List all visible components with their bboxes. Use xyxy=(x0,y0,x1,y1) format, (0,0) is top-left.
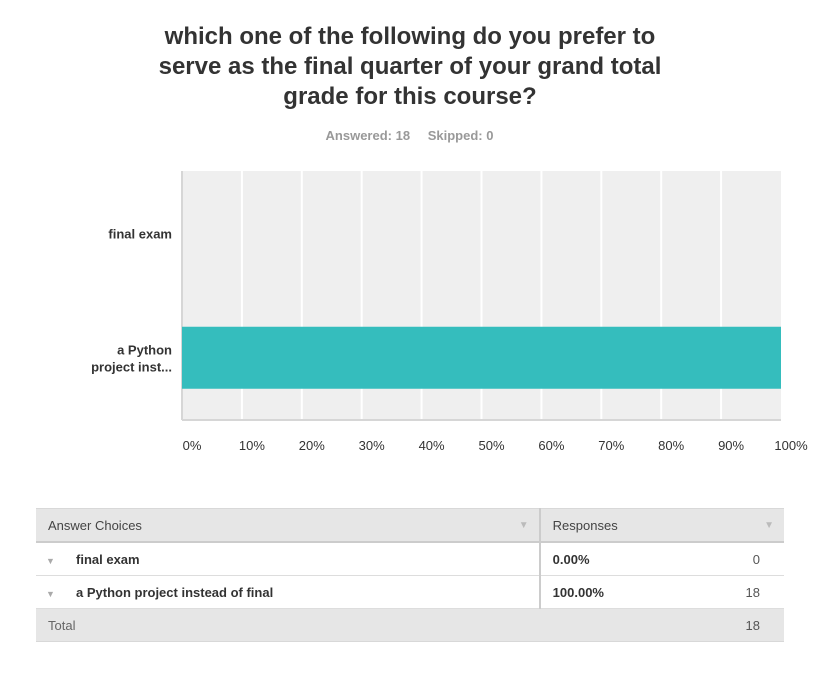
total-count: 18 xyxy=(702,608,784,642)
x-tick-label: 100% xyxy=(774,438,808,453)
answer-choice-cell: ▼ final exam xyxy=(36,542,541,576)
results-table: Answer Choices ▼ Responses ▼ ▼ final exam… xyxy=(36,508,784,642)
bar xyxy=(182,326,781,389)
expand-caret-icon[interactable]: ▼ xyxy=(46,588,55,599)
response-count: 0 xyxy=(702,542,784,576)
sort-icon[interactable]: ▼ xyxy=(518,519,529,531)
x-tick-label: 20% xyxy=(299,438,325,453)
category-label: final exam xyxy=(108,226,172,241)
category-label: a Python xyxy=(117,342,172,357)
x-tick-label: 90% xyxy=(718,438,744,453)
x-tick-label: 10% xyxy=(239,438,265,453)
response-count: 18 xyxy=(702,575,784,609)
answer-choice-label: a Python project instead of final xyxy=(76,584,274,600)
response-stats: Answered: 18 Skipped: 0 xyxy=(0,128,819,143)
header-answer-choices-label: Answer Choices xyxy=(48,517,142,533)
answered-count: Answered: 18 xyxy=(325,128,411,143)
question-title: which one of the following do you prefer… xyxy=(158,23,662,110)
x-tick-label: 50% xyxy=(478,438,504,453)
x-tick-label: 60% xyxy=(538,438,564,453)
sort-icon[interactable]: ▼ xyxy=(764,519,774,531)
x-tick-label: 40% xyxy=(419,438,445,453)
header-responses[interactable]: Responses ▼ xyxy=(539,508,784,543)
x-tick-label: 30% xyxy=(359,438,385,453)
response-percent: 0.00% xyxy=(539,542,703,576)
total-row: Total 18 xyxy=(36,608,784,642)
x-tick-label: 80% xyxy=(658,438,684,453)
x-tick-label: 70% xyxy=(598,438,624,453)
expand-caret-icon[interactable]: ▼ xyxy=(46,555,55,566)
header-responses-label: Responses xyxy=(552,517,618,533)
response-percent: 100.00% xyxy=(539,575,703,609)
skipped-count: Skipped: 0 xyxy=(427,128,494,143)
x-tick-label: 0% xyxy=(183,438,202,453)
category-label: project inst... xyxy=(91,359,172,374)
answer-choice-label: final exam xyxy=(76,551,140,567)
table-row: ▼ final exam 0.00% 0 xyxy=(36,542,784,576)
bar-chart: 0% 10% 20% 30% 40% 50% 60% 70% 80% 90% 100% final e… xyxy=(91,171,808,453)
answer-choice-cell: ▼ a Python project instead of final xyxy=(36,575,541,609)
header-answer-choices[interactable]: Answer Choices ▼ xyxy=(36,508,541,543)
total-label: Total xyxy=(36,608,540,642)
table-row: ▼ a Python project instead of final 100.0… xyxy=(36,575,784,609)
